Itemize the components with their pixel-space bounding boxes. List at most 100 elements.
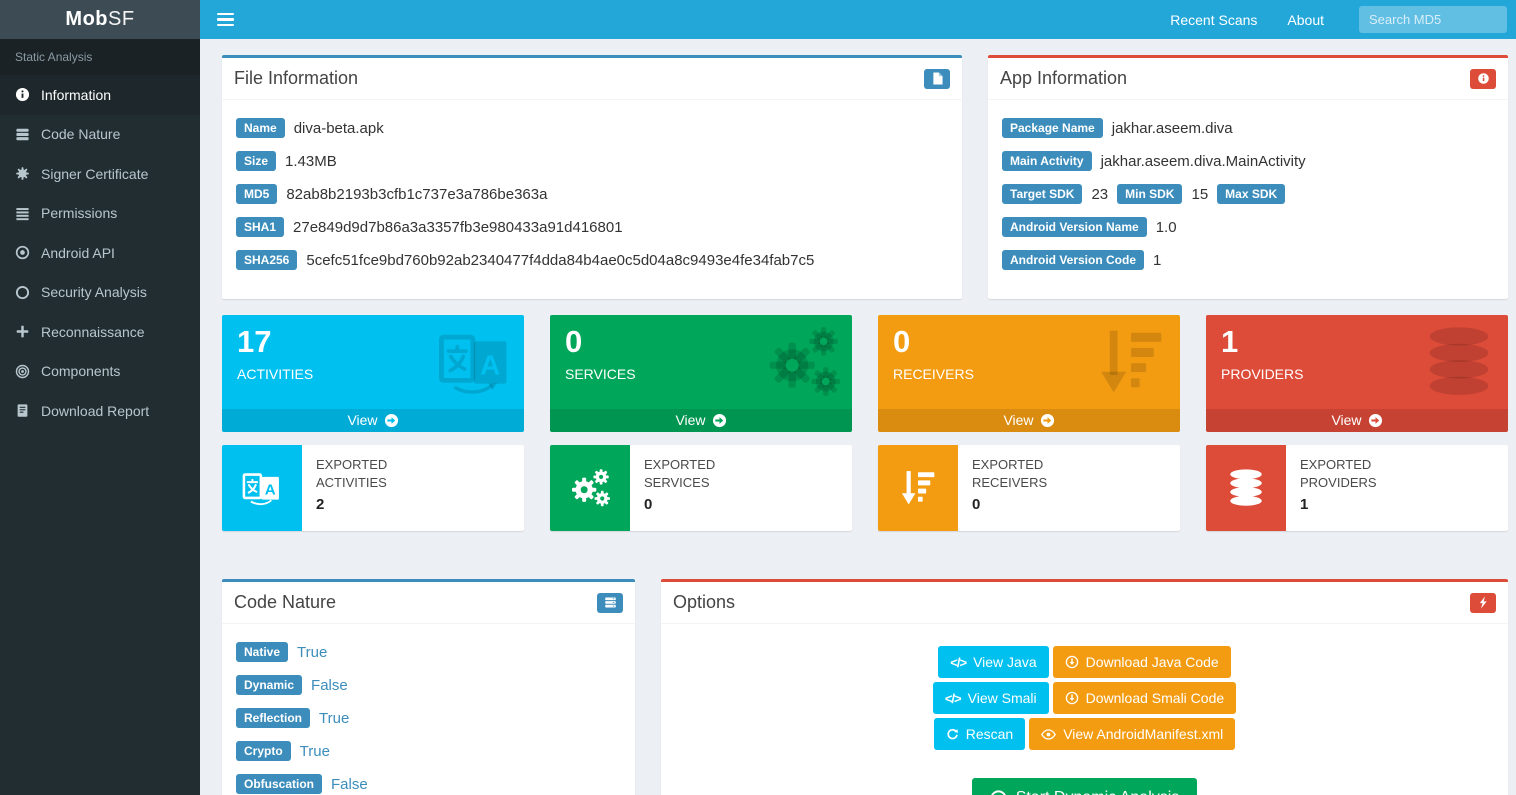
app-information-title: App Information	[1000, 68, 1128, 88]
stack-icon	[604, 597, 616, 608]
arrow-circle-right-icon	[1040, 413, 1054, 427]
file-field-sha256: SHA256 5cefc51fce9bd760b92ab2340477f4dda8…	[236, 250, 948, 270]
nav-link-recent-scans[interactable]: Recent Scans	[1170, 11, 1258, 28]
sidebar-item-security-analysis[interactable]: Security Analysis	[0, 273, 200, 313]
cogs-icon	[769, 327, 841, 396]
sort-amount-icon	[901, 471, 935, 505]
arrow-circle-right-icon	[384, 413, 398, 427]
view-providers-button[interactable]: View	[1206, 409, 1508, 432]
nav-link-about[interactable]: About	[1287, 11, 1324, 28]
exported-receivers-line1: EXPORTED	[972, 457, 1044, 472]
exported-providers-line2: PROVIDERS	[1300, 475, 1377, 491]
info-icon	[1477, 73, 1489, 84]
dot-circle-icon	[15, 246, 30, 260]
language-icon: A	[242, 473, 279, 506]
app-field-version-name: Android Version Name 1.0	[1002, 217, 1494, 237]
certificate-icon	[16, 167, 29, 181]
code-nature-reflection: Reflection True	[236, 708, 621, 728]
view-java-button[interactable]: </> View Java	[938, 646, 1049, 678]
app-logo: Mob SF	[0, 0, 200, 39]
exported-receivers-count: 0	[972, 496, 981, 514]
code-nature-title: Code Nature	[234, 592, 337, 612]
sidebar-item-information[interactable]: Information	[0, 75, 200, 115]
exported-activities-card: A EXPORTED ACTIVITIES 2	[222, 445, 524, 531]
sidebar-section-title: Static Analysis	[0, 39, 200, 75]
search-input[interactable]	[1359, 6, 1507, 33]
svg-text:A: A	[265, 482, 276, 499]
providers-stat-tile: 1 PROVIDERS View	[1206, 315, 1508, 432]
exported-services-card: EXPORTED SERVICES 0	[550, 445, 852, 531]
sidebar-item-signer-certificate[interactable]: Signer Certificate	[0, 154, 200, 194]
file-information-card: File Information Name diva-beta.apk Size 1…	[222, 55, 962, 299]
exported-activities-count: 2	[316, 496, 325, 514]
code-nature-native: Native True	[236, 642, 621, 662]
menu-toggle-icon[interactable]	[200, 0, 251, 39]
view-androidmanifest-button[interactable]: View AndroidManifest.xml	[1029, 718, 1236, 750]
bullseye-icon	[15, 364, 30, 378]
code-icon: </>	[950, 654, 967, 670]
exported-services-line2: SERVICES	[644, 475, 710, 491]
code-nature-crypto: Crypto True	[236, 741, 621, 761]
file-field-sha1: SHA1 27e849d9d7b86a3a3357fb3e980433a91d41…	[236, 217, 948, 237]
view-activities-button[interactable]: View	[222, 409, 524, 432]
exported-receivers-card: EXPORTED RECEIVERS 0	[878, 445, 1180, 531]
app-field-sdk: Target SDK 23 Min SDK 15 Max SDK	[1002, 184, 1494, 204]
app-info-tool-button[interactable]	[1470, 68, 1496, 89]
sidebar-item-components[interactable]: Components	[0, 352, 200, 392]
sidebar-item-permissions[interactable]: Permissions	[0, 194, 200, 234]
sidebar-item-android-api[interactable]: Android API	[0, 233, 200, 273]
code-nature-card: Code Nature Native True Dynamic False Refl…	[222, 579, 635, 795]
main-content: File Information Name diva-beta.apk Size 1…	[200, 39, 1516, 795]
services-stat-tile: 0 SERVICES View	[550, 315, 852, 432]
exported-receivers-line2: RECEIVERS	[972, 475, 1048, 491]
align-justify-icon	[16, 207, 29, 220]
download-circle-icon	[1065, 691, 1078, 705]
info-circle-icon	[15, 88, 30, 102]
code-nature-tool-button[interactable]	[597, 592, 623, 613]
sidebar-item-download-report[interactable]: Download Report	[0, 391, 200, 431]
receivers-count: 0	[893, 324, 911, 359]
services-label: SERVICES	[565, 365, 636, 382]
receivers-stat-tile: 0 RECEIVERS View	[878, 315, 1180, 432]
activities-stat-tile: 17 ACTIVITIES A View	[222, 315, 524, 432]
receivers-label: RECEIVERS	[893, 365, 974, 382]
download-java-code-button[interactable]: Download Java Code	[1052, 646, 1231, 678]
exported-providers-line1: EXPORTED	[1300, 457, 1372, 472]
arrow-circle-right-icon	[712, 413, 726, 427]
options-card: Options </> View Java Download Java Code	[661, 579, 1508, 795]
file-info-tool-button[interactable]	[924, 68, 950, 89]
eye-icon	[1041, 728, 1057, 740]
sidebar-item-reconnaissance[interactable]: Reconnaissance	[0, 312, 200, 352]
exported-activities-line2: ACTIVITIES	[316, 475, 387, 491]
search-box	[1359, 6, 1507, 33]
app-field-version-code: Android Version Code 1	[1002, 250, 1494, 270]
rescan-button[interactable]: Rescan	[933, 718, 1026, 750]
exported-activities-line1: EXPORTED	[316, 457, 388, 472]
cogs-icon	[572, 469, 610, 507]
sidebar-item-code-nature[interactable]: Code Nature	[0, 115, 200, 155]
download-smali-code-button[interactable]: Download Smali Code	[1052, 682, 1237, 714]
language-icon: A	[439, 334, 507, 394]
journal-icon	[17, 404, 28, 417]
file-field-md5: MD5 82ab8b2193b3cfb1c737e3a786be363a	[236, 184, 948, 204]
providers-label: PROVIDERS	[1221, 365, 1304, 382]
logo-light: SF	[108, 8, 135, 30]
file-field-size: Size 1.43MB	[236, 151, 948, 171]
file-field-name: Name diva-beta.apk	[236, 118, 948, 138]
svg-text:A: A	[480, 349, 500, 380]
view-smali-button[interactable]: </> View Smali	[932, 682, 1049, 714]
sidebar: Static Analysis Information Code Nature …	[0, 39, 200, 795]
services-count: 0	[565, 324, 583, 359]
play-circle-icon	[990, 789, 1006, 795]
providers-count: 1	[1221, 324, 1239, 359]
download-circle-icon	[1065, 655, 1078, 669]
options-tool-button[interactable]	[1470, 592, 1496, 613]
bolt-icon	[1479, 596, 1487, 609]
view-services-button[interactable]: View	[550, 409, 852, 432]
view-receivers-button[interactable]: View	[878, 409, 1180, 432]
app-field-main-activity: Main Activity jakhar.aseem.diva.MainActiv…	[1002, 151, 1494, 171]
arrow-circle-right-icon	[1368, 413, 1382, 427]
file-icon	[932, 72, 943, 85]
start-dynamic-analysis-button[interactable]: Start Dynamic Analysis	[971, 778, 1198, 795]
code-nature-obfuscation: Obfuscation False	[236, 774, 621, 794]
